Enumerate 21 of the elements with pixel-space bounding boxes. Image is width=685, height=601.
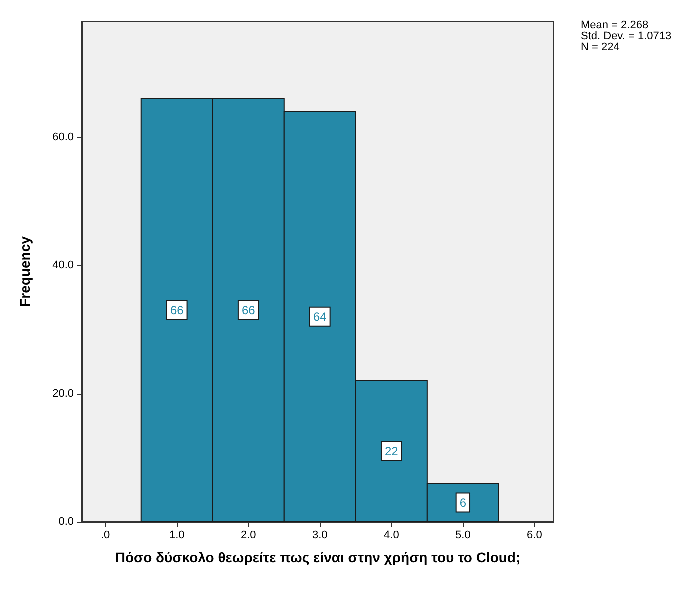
x-axis-title: Πόσο δύσκολο θεωρείτε πως είναι στην χρήση του το Cloud; [115, 550, 521, 566]
text: Mean = 2.268 [581, 20, 649, 32]
y-tick-label: 60.0 [52, 131, 74, 144]
x-tick-label: 5.0 [456, 530, 471, 542]
y-tick-label: 20.0 [52, 388, 74, 400]
x-tick-label: 6.0 [527, 530, 542, 542]
x-tick-label: 4.0 [384, 530, 400, 542]
data-label: 6 [460, 496, 467, 510]
y-axis-title: Frequency [17, 236, 33, 308]
text: N = 224 [581, 42, 620, 54]
data-label: 64 [313, 310, 328, 324]
y-tick-label: 0.0 [58, 516, 74, 528]
data-label: 66 [242, 303, 256, 318]
x-tick-label: .0 [101, 530, 110, 542]
x-tick-label: 2.0 [240, 530, 256, 542]
data-label: 66 [170, 303, 184, 318]
y-tick-label: 40.0 [52, 260, 74, 272]
data-label: 22 [384, 444, 399, 458]
x-tick-label: 3.0 [312, 530, 328, 542]
text: Std. Dev. = 1.0713 [581, 30, 672, 42]
x-tick-label: 1.0 [169, 530, 185, 542]
